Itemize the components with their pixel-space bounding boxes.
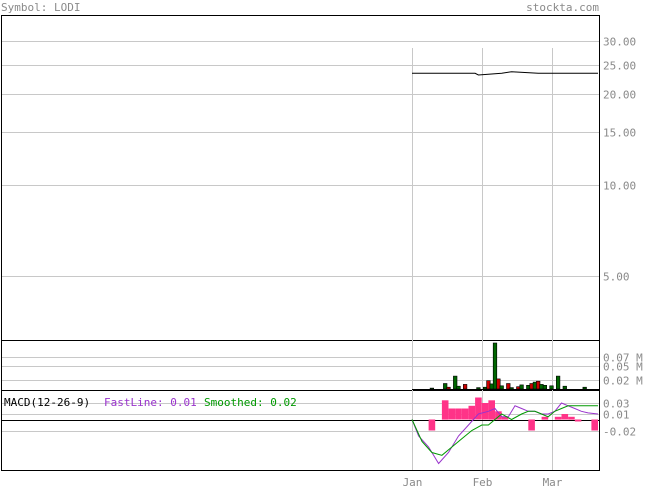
price-panel [1, 15, 600, 341]
volume-bar [582, 386, 587, 390]
macd-smoothed-line [411, 405, 598, 456]
label-layer: 30.00 25.00 20.00 15.00 10.00 5.00 Jan Feb Mar 0.… [403, 36, 644, 486]
volume-bar [453, 375, 458, 390]
volume-layer [412, 342, 599, 390]
macd-tick-label: 0.01 [603, 409, 630, 422]
month-tick-label: Mar [543, 476, 563, 486]
macd-tick-label: -0.02 [603, 426, 636, 439]
volume-bar [496, 378, 501, 390]
price-tick-label: 20.00 [603, 89, 636, 102]
macd-histogram-bar [554, 416, 562, 420]
volume-bar [499, 385, 504, 390]
macd-layer [2, 397, 599, 465]
volume-tick-label: 0.07 M [603, 352, 643, 365]
macd-histogram-bar [468, 405, 476, 420]
macd-histogram-bar [528, 419, 535, 431]
macd-histogram-bar [448, 408, 456, 420]
volume-bar [519, 384, 524, 390]
macd-histogram-bar [568, 416, 575, 420]
price-tick-label: 25.00 [603, 60, 636, 73]
volume-panel [1, 340, 600, 391]
price-layer [412, 71, 598, 76]
volume-bar [476, 387, 481, 390]
volume-bar [462, 384, 468, 390]
month-tick-label: Jan [403, 476, 423, 486]
macd-smoothed-legend: Smoothed: 0.02 [204, 396, 297, 409]
macd-histogram-bar [574, 419, 582, 422]
macd-histogram-bar [561, 414, 569, 420]
volume-bar [555, 375, 561, 390]
macd-fastline-legend: FastLine: 0.01 [104, 396, 197, 409]
site-label: stockta.com [526, 1, 599, 14]
price-tick-label: 5.00 [603, 271, 630, 284]
month-tick-label: Feb [473, 476, 493, 486]
price-tick-label: 30.00 [603, 36, 636, 49]
price-tick-label: 10.00 [603, 180, 636, 193]
macd-histogram-bar [481, 403, 489, 420]
macd-histogram-bar [441, 400, 449, 420]
volume-bar [492, 342, 498, 390]
volume-bar [549, 385, 554, 390]
volume-bar [509, 387, 514, 390]
volume-bar [429, 387, 435, 390]
volume-bar [539, 384, 544, 390]
volume-bar [456, 385, 461, 390]
macd-histogram-bar [591, 419, 598, 431]
volume-bar [443, 383, 448, 390]
macd-histogram-bar [475, 397, 482, 420]
volume-tick-label: 0.05 M [603, 361, 643, 374]
volume-bar [542, 384, 547, 390]
macd-histogram-bar [428, 419, 436, 431]
volume-bar [506, 383, 511, 390]
volume-bar [562, 385, 567, 390]
macd-panel [1, 390, 600, 471]
macd-histogram-bar [495, 411, 502, 420]
symbol-label: Symbol: LODI [1, 1, 80, 14]
macd-histogram-bar [501, 416, 509, 420]
macd-histogram-bar [541, 416, 549, 420]
volume-bar [446, 386, 451, 390]
macd-tick-label: 0.03 [603, 398, 630, 411]
price-line [412, 71, 598, 76]
price-tick-label: 15.00 [603, 127, 636, 140]
volume-tick-label: 0.02 M [603, 375, 643, 388]
macd-histogram-bar [461, 408, 469, 420]
macd-title: MACD(12-26-9) [4, 396, 90, 409]
macd-histogram-bar [455, 408, 462, 420]
